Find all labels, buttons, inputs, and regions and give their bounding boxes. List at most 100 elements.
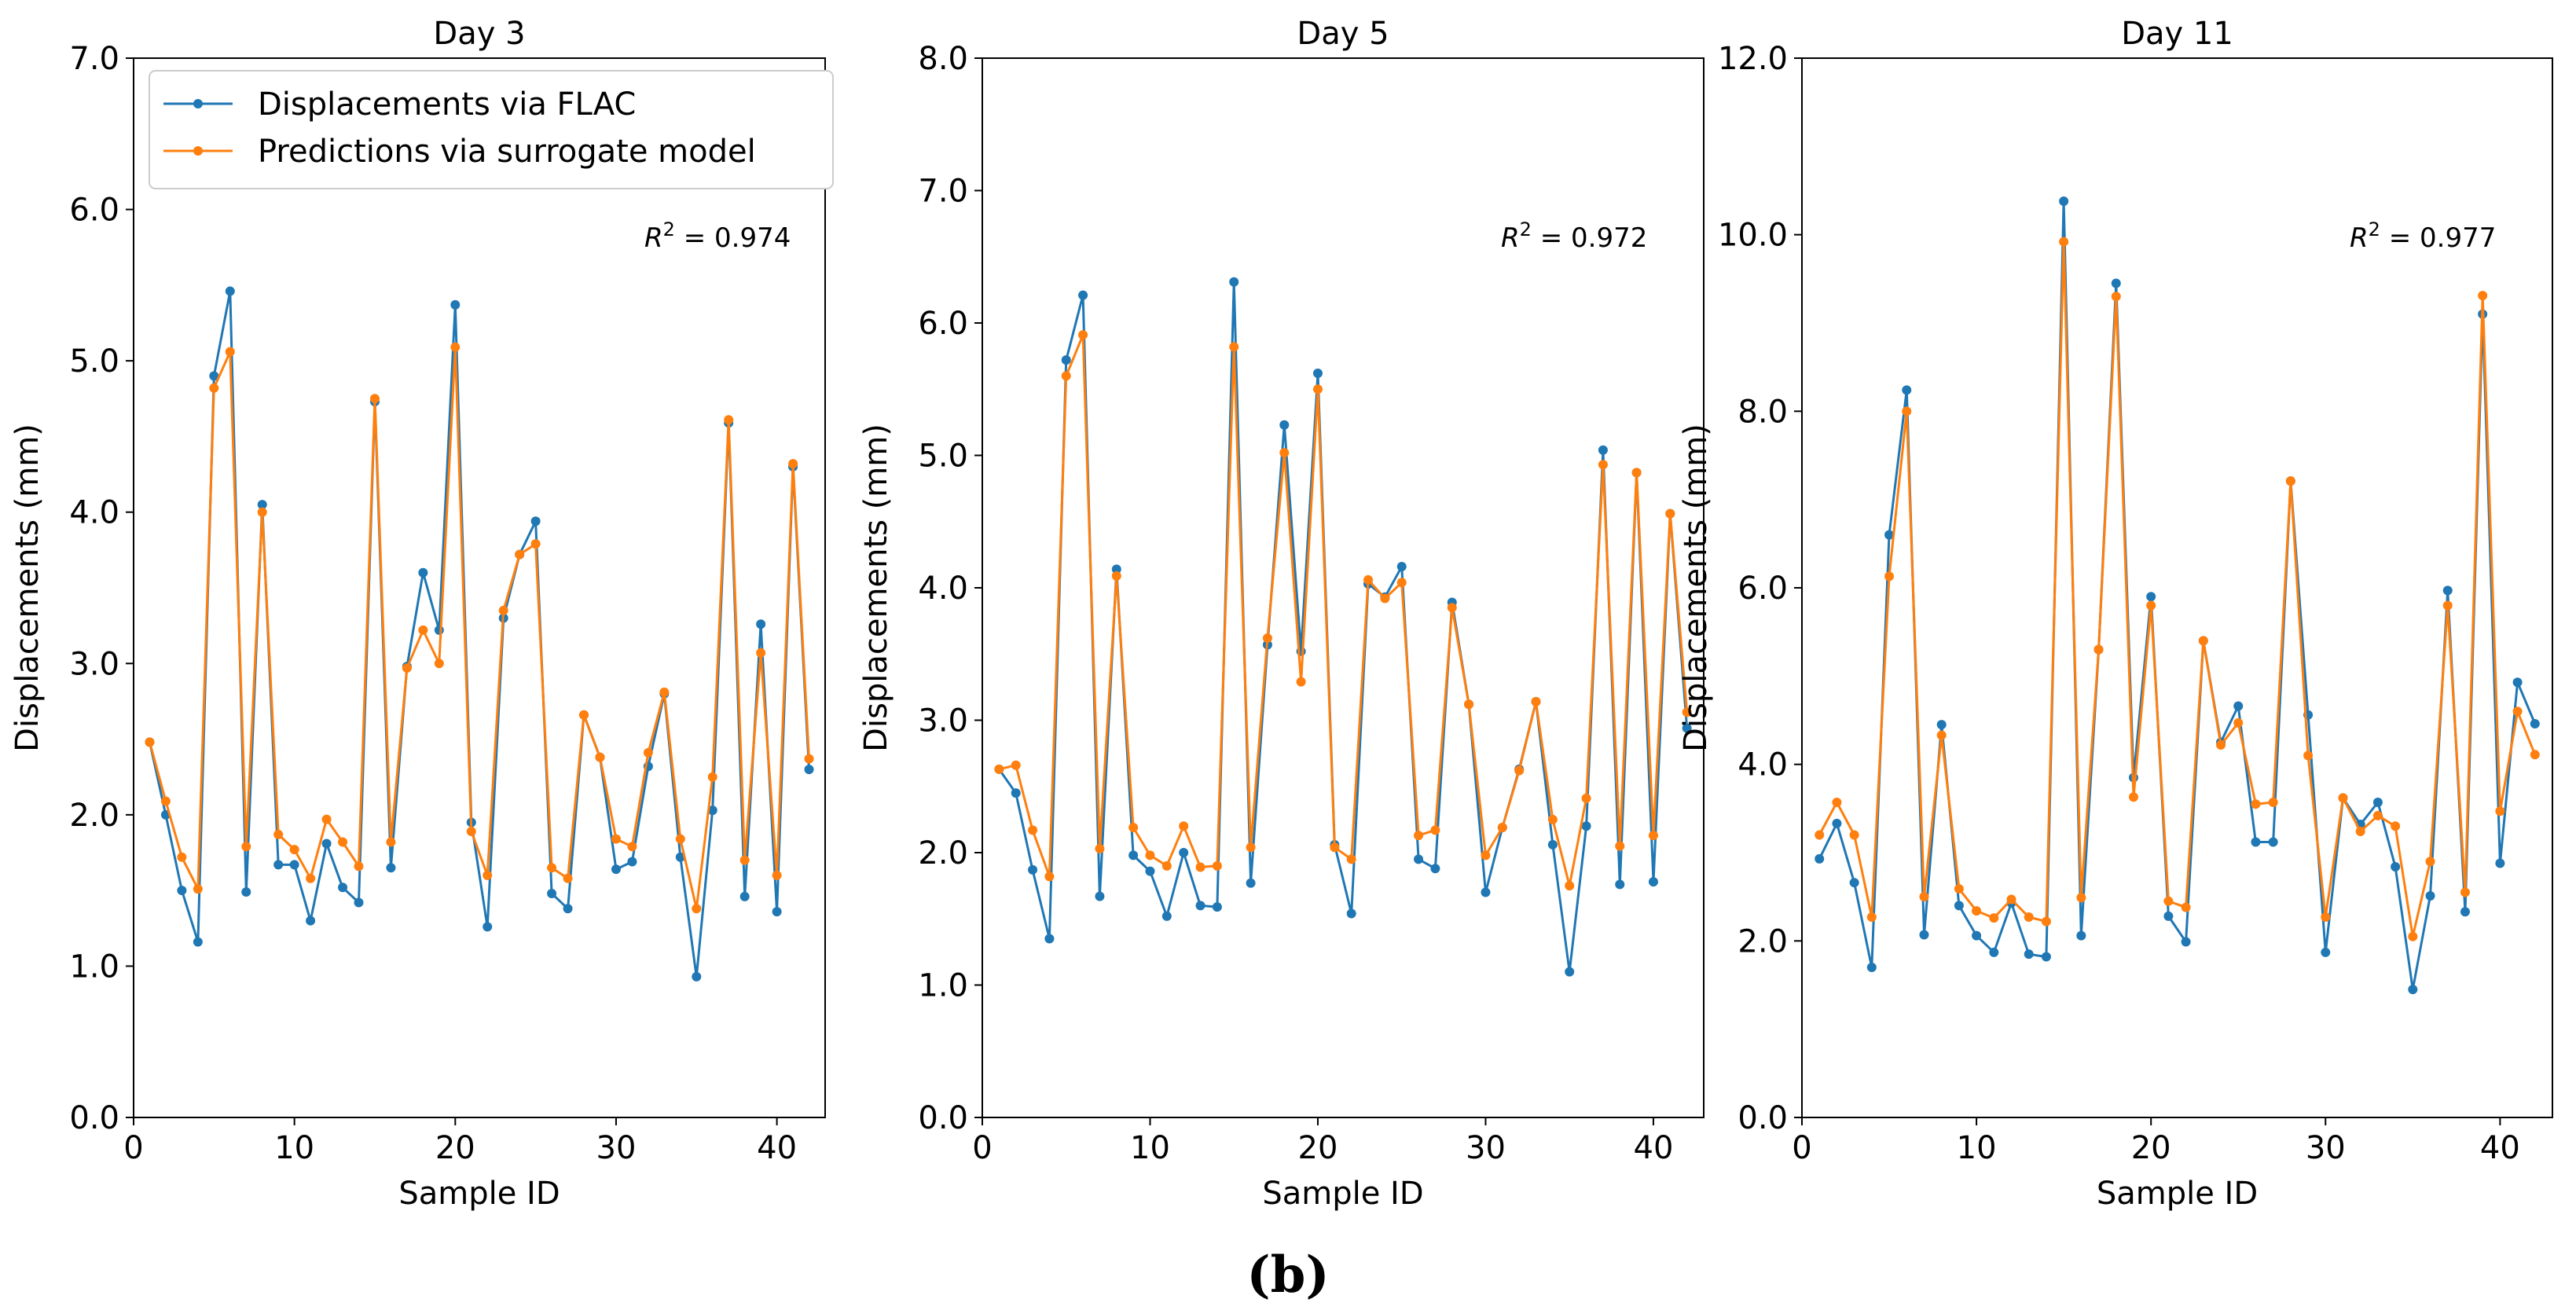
data-point-surrogate [145,737,155,747]
data-point-flac [418,567,428,578]
data-point-surrogate [160,796,171,806]
chart-day-1: Day 3 0.0 1.0 2.0 3.0 4.0 5.0 6.0 7.0 0 10 20 30 40 Sa… [9,16,834,1212]
data-point-flac [321,838,332,849]
data-point-surrogate [1380,593,1390,604]
data-point-flac [2076,930,2086,941]
data-point-flac [1095,891,1105,901]
y-tick-label: 3.0 [918,703,968,739]
data-point-surrogate [1044,871,1055,882]
data-point-surrogate [177,852,187,862]
series-line-flac [998,281,1689,974]
data-point-surrogate [1598,460,1608,470]
x-tick-label: 0 [1792,1130,1811,1166]
y-tick-label: 7.0 [69,41,119,77]
data-point-surrogate [2321,912,2331,923]
y-tick-label: 4.0 [918,571,968,607]
x-tick-label: 10 [1957,1130,1997,1166]
legend-box [149,70,834,189]
data-point-surrogate [2391,821,2401,831]
data-point-surrogate [2303,750,2314,761]
data-point-surrogate [1363,574,1374,585]
y-tick-label: 2.0 [918,835,968,871]
data-point-surrogate [1195,862,1205,872]
data-point-flac [483,922,493,932]
data-point-flac [2408,985,2418,995]
data-point-surrogate [1262,633,1272,644]
data-point-surrogate [2460,887,2470,897]
data-point-surrogate [1884,571,1895,582]
data-point-surrogate [306,873,316,883]
y-tick-label: 4.0 [69,495,119,531]
data-point-flac [2391,861,2401,871]
data-point-surrogate [2530,750,2540,760]
plot-frame [1801,57,2553,1118]
data-point-flac [1832,818,1842,828]
y-tick-label: 0.0 [1738,1100,1788,1136]
y-axis-label: Displacements (mm) [9,424,46,752]
data-point-flac [1866,963,1877,973]
data-point-flac [2024,949,2034,960]
chart-day-3: Day 11 0.0 2.0 4.0 6.0 8.0 10.0 12.0 0 10 20 30 40 Sa… [1678,16,2553,1212]
data-point-surrogate [1346,854,1356,864]
data-point-surrogate [2355,827,2365,837]
data-point-surrogate [1972,906,1982,916]
data-point-surrogate [2181,902,2191,912]
data-point-flac [2321,947,2331,957]
data-point-flac [772,907,782,917]
data-point-flac [2372,797,2383,807]
data-point-surrogate [354,861,364,871]
data-point-surrogate [2024,912,2034,923]
data-point-flac [306,916,316,926]
series-line-surrogate [1818,240,2537,938]
x-tick-label: 30 [1466,1130,1506,1166]
data-point-flac [1145,866,1155,876]
data-point-flac [1179,848,1189,857]
y-tick-label: 2.0 [69,798,119,834]
data-point-surrogate [1011,760,1021,770]
data-point-flac [2425,891,2435,901]
data-point-flac [756,619,766,629]
data-point-surrogate [1849,830,1859,840]
series-surrogate [145,342,814,914]
data-point-surrogate [772,870,782,880]
x-tick-label: 30 [2306,1130,2346,1166]
data-point-surrogate [2076,893,2086,903]
data-point-surrogate [386,837,396,847]
data-point-surrogate [2198,636,2208,646]
data-point-flac [1682,723,1692,733]
data-point-surrogate [1648,831,1658,841]
y-tick-label: 0.0 [69,1100,119,1136]
y-tick-label: 6.0 [1738,571,1788,607]
data-point-flac [692,971,702,982]
y-axis-label: Displacements (mm) [858,424,894,752]
data-point-surrogate [483,870,493,880]
data-point-flac [1581,821,1591,831]
y-tick-label: 5.0 [918,439,968,475]
data-point-surrogate [1565,881,1575,891]
data-point-surrogate [2093,644,2104,655]
data-point-surrogate [1547,814,1558,824]
y-tick-label: 10.0 [1718,218,1788,254]
data-point-surrogate [2512,706,2523,717]
data-point-flac [1414,854,1424,864]
data-point-flac [611,864,621,875]
data-point-surrogate [1028,825,1038,835]
data-point-surrogate [1665,508,1675,519]
data-point-surrogate [289,845,299,855]
data-point-surrogate [466,827,476,837]
data-point-surrogate [2216,739,2226,750]
data-point-flac [1936,720,1947,730]
chart-title: Day 3 [433,16,525,52]
chart-title: Day 11 [2121,16,2233,52]
data-point-surrogate [2285,476,2295,486]
data-point-flac [1919,930,1929,940]
data-point-surrogate [1212,860,1222,871]
data-point-flac [1011,788,1021,798]
data-point-flac [1111,564,1121,574]
data-point-surrogate [1531,696,1541,706]
r-squared-annotation: R2 = 0.972 [1501,218,1647,254]
x-tick-label: 10 [1130,1130,1170,1166]
data-point-surrogate [2372,810,2383,820]
data-point-surrogate [724,415,734,425]
data-point-surrogate [2041,916,2051,927]
